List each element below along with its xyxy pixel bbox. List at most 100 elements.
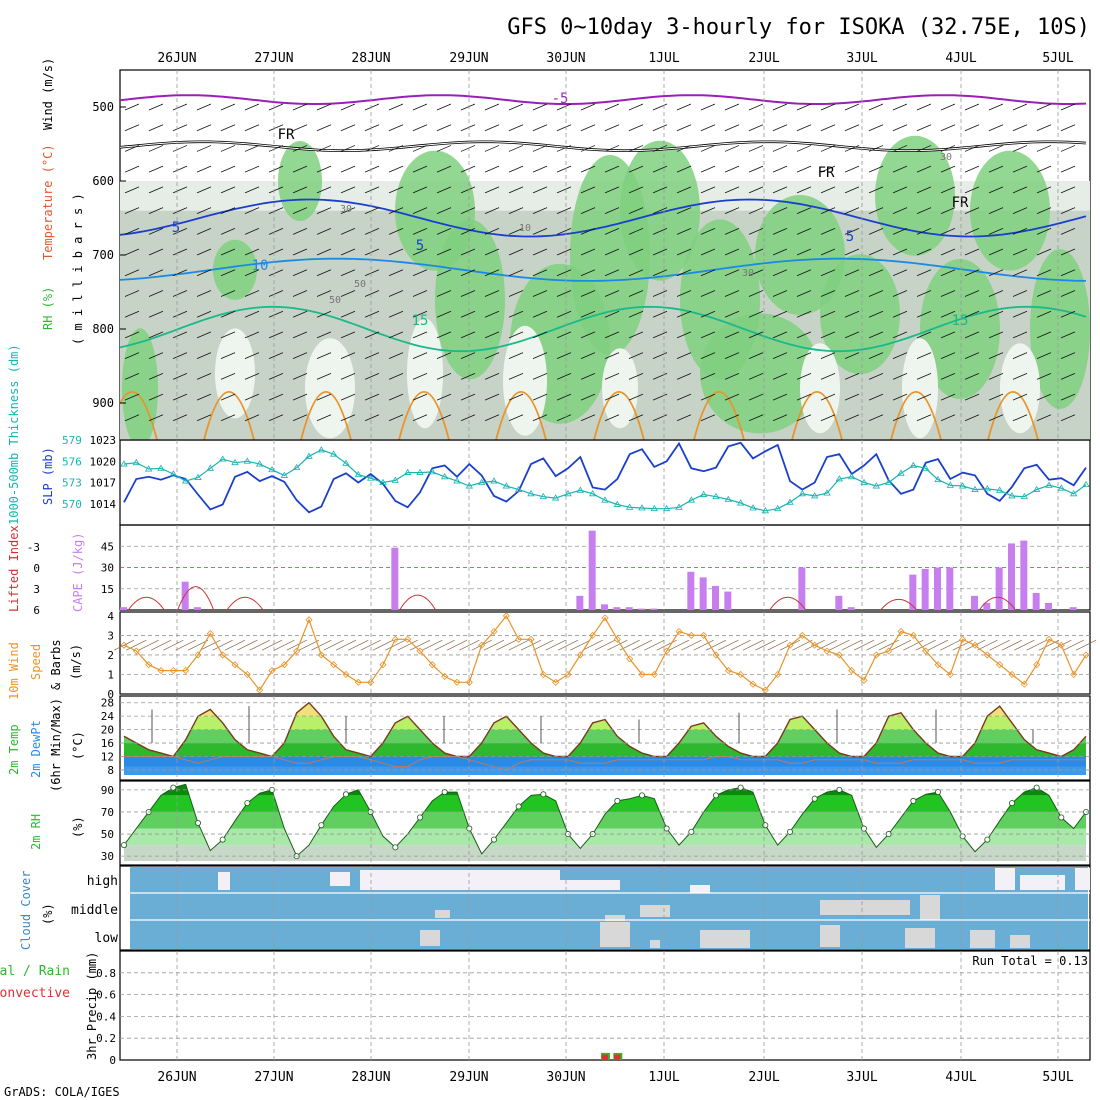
rh-marker <box>318 822 325 829</box>
wind-barb <box>693 639 714 651</box>
wind-barb <box>244 165 260 173</box>
rh-shading <box>435 219 505 380</box>
wind-barb <box>580 393 596 401</box>
wind-barb <box>820 290 836 297</box>
wind-barb <box>676 165 692 173</box>
wind-speed-marker <box>1020 680 1028 688</box>
wind-barb <box>364 103 380 111</box>
wind-barb <box>724 331 740 339</box>
wind-barb <box>434 639 455 651</box>
wind-barb <box>892 352 908 360</box>
cape-bar <box>181 581 189 610</box>
wind-barb <box>126 639 147 651</box>
wind-barb <box>628 165 644 173</box>
cape-bar <box>613 607 621 610</box>
wind-barb <box>820 145 836 152</box>
wind-barb <box>916 290 932 297</box>
wind-barb <box>436 269 452 277</box>
wind-barb <box>340 310 356 318</box>
cape-bar <box>120 607 127 610</box>
wind-barb <box>364 393 380 401</box>
wind-barb <box>628 186 644 194</box>
wind-barb <box>292 248 308 256</box>
wind-barb <box>484 124 500 132</box>
wind-barb <box>268 227 284 235</box>
cloud-axis-label: (%) <box>41 903 55 925</box>
wind-barb <box>244 372 260 380</box>
wind-barb <box>868 393 884 401</box>
wind-barb <box>196 103 212 111</box>
rh-marker <box>787 828 794 835</box>
wind-barb <box>364 165 380 173</box>
wind-barb <box>964 207 980 214</box>
wind-speed-marker <box>687 631 695 639</box>
thickness-marker <box>724 495 733 502</box>
wind-speed-marker <box>959 635 967 643</box>
wind-barb <box>844 124 860 132</box>
wind-barb <box>940 414 956 422</box>
wind-barb <box>556 393 572 401</box>
wind-barb <box>316 290 332 297</box>
wind-barb <box>532 248 548 256</box>
wind-barb <box>364 372 380 380</box>
wind-barb <box>172 248 188 256</box>
wind-barb <box>940 103 956 111</box>
wind-barb <box>796 145 812 152</box>
wind-barb <box>274 639 295 651</box>
wind-barb <box>940 165 956 173</box>
thickness-marker <box>280 471 289 478</box>
temperature-tick-label: 16 <box>101 737 114 750</box>
wind-barb <box>853 639 875 651</box>
rh-shading <box>1030 249 1090 409</box>
wind-barb <box>964 269 980 277</box>
slp-tick-label: 1023 <box>90 434 117 447</box>
rh-tick-label: 30 <box>101 850 114 863</box>
wind-barb <box>916 124 932 132</box>
wind-barb <box>244 103 260 111</box>
lifted-index-line <box>769 596 807 611</box>
contour-label: 50 <box>354 279 366 290</box>
wind-barb <box>796 310 812 318</box>
cape-bar <box>625 607 633 610</box>
contour-label: 30 <box>340 204 352 215</box>
wind-barb <box>268 414 284 422</box>
wind-barb <box>676 248 692 256</box>
wind-barb <box>748 393 764 401</box>
wind-barb <box>340 414 356 422</box>
contour-label: 10 <box>519 223 531 234</box>
slp-tick-label: 1014 <box>90 498 117 511</box>
cape-bar <box>934 567 941 610</box>
wind-barb <box>844 310 860 318</box>
wind-barb <box>724 414 740 422</box>
wind-barb <box>916 393 932 401</box>
wind-barb <box>676 310 692 318</box>
wind-barb <box>412 290 428 297</box>
wind-barb <box>292 352 308 360</box>
chart-title: GFS 0~10day 3-hourly for ISOKA (32.75E, … <box>507 15 1090 40</box>
wind-speed-marker <box>946 670 954 679</box>
thickness-marker <box>292 463 301 471</box>
wind-barb <box>977 639 998 651</box>
wind-axis-label: (m/s) <box>69 644 83 680</box>
thickness-marker <box>564 490 572 497</box>
wind-tick-label: 1 <box>107 668 114 681</box>
wind-barb <box>316 310 332 318</box>
wind-barb <box>460 145 476 152</box>
wind-barb <box>604 207 620 214</box>
wind-barb <box>903 639 924 651</box>
wind-barb <box>484 227 500 235</box>
wind-barb <box>138 639 159 651</box>
wind-barb <box>124 207 140 214</box>
date-label-bottom: 29JUN <box>449 1070 488 1085</box>
wind-speed-marker <box>1070 670 1078 679</box>
wind-panel: 4 3 2 1 0 10m Wind Speed & Barbs (m/s) <box>7 610 1097 701</box>
y-tick-label: 900 <box>92 396 114 410</box>
precip-convective-label: Convective <box>0 986 70 1001</box>
rh-marker <box>1058 814 1065 821</box>
wind-barb <box>372 639 394 651</box>
wind-barb <box>628 331 644 339</box>
wind-barb <box>580 186 596 194</box>
wind-barb <box>124 124 140 132</box>
wind-barb <box>340 103 356 111</box>
wind-barb <box>196 269 212 277</box>
